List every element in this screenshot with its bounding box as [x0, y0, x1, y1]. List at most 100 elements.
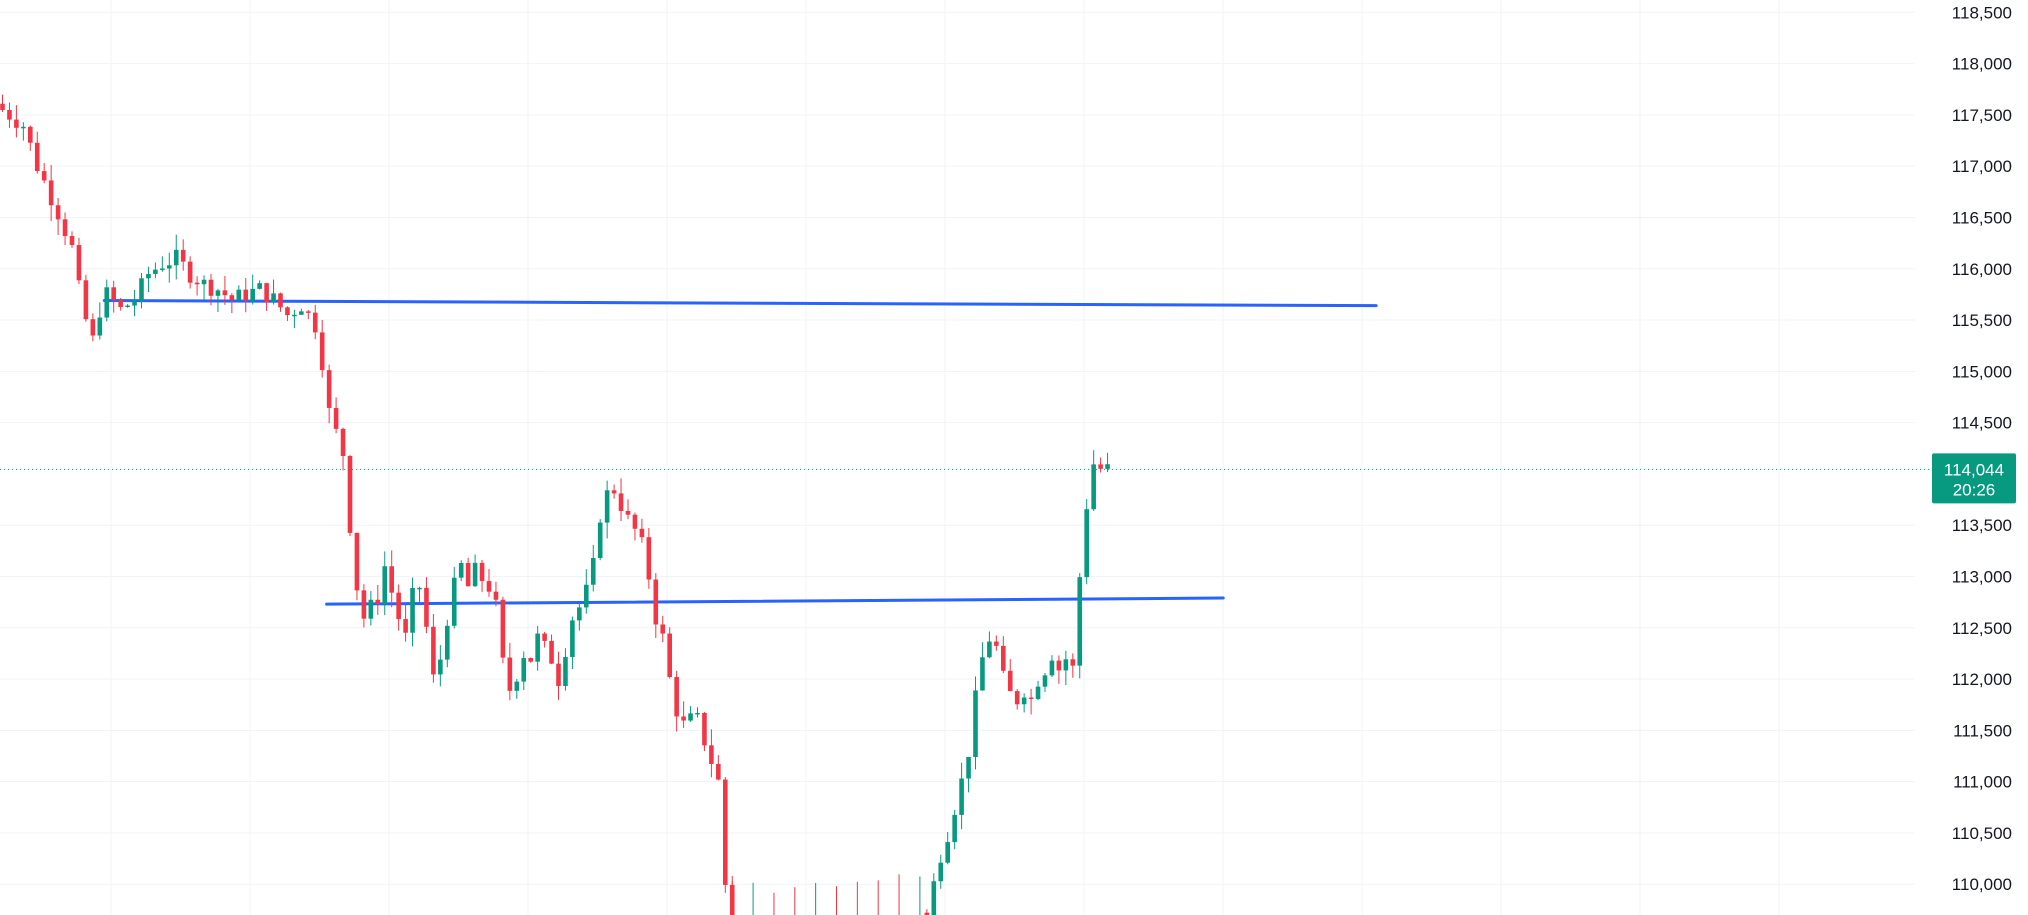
candle-up [987, 641, 992, 658]
candle-up [236, 289, 242, 301]
candle-up [973, 690, 978, 758]
candle-down [347, 455, 353, 533]
candle-down [431, 626, 436, 675]
price-tick-label: 113,500 [1952, 516, 2012, 535]
price-tick-label: 112,000 [1952, 670, 2012, 689]
candle-down [264, 283, 269, 303]
candle-up [514, 681, 520, 691]
candle-up [104, 287, 110, 318]
candle-down [1001, 645, 1006, 671]
candle-down [76, 245, 82, 281]
candle-up [1049, 660, 1055, 676]
price-tick-label: 116,000 [1952, 260, 2012, 279]
candle-up [160, 268, 165, 270]
candle-down [549, 640, 554, 664]
candle-down [479, 562, 485, 582]
candle-up [959, 778, 964, 815]
price-tick-label: 111,000 [1953, 773, 2012, 792]
price-tick-label: 117,500 [1952, 106, 2012, 125]
candle-up [299, 311, 304, 315]
candle-down [653, 579, 659, 625]
countdown-label: 20:26 [1953, 480, 1996, 499]
candle-up [1042, 675, 1048, 687]
candle-up [215, 290, 221, 296]
price-tick-label: 115,500 [1952, 311, 2012, 330]
candle-down [507, 657, 513, 691]
candle-up [438, 659, 443, 675]
candle-down [340, 428, 346, 456]
candle-up [125, 305, 130, 308]
candle-down [1014, 691, 1020, 705]
candle-down [556, 663, 561, 686]
price-tick-label: 117,000 [1952, 157, 2012, 176]
candle-up [1077, 577, 1083, 666]
candle-up [173, 249, 179, 266]
candle-down [319, 332, 325, 371]
candle-down [528, 658, 533, 662]
candle-down [994, 641, 999, 646]
price-tick-label: 110,500 [1952, 824, 2012, 843]
candle-down [924, 912, 930, 915]
candle-down [646, 537, 652, 580]
candle-up [604, 490, 610, 523]
candle-up [966, 757, 971, 779]
candle-down [674, 677, 679, 717]
price-tick-label: 115,000 [1952, 362, 2012, 381]
candle-up [292, 314, 297, 317]
price-tick-label: 116,500 [1952, 208, 2012, 227]
candle-up [563, 656, 568, 686]
candle-down [41, 171, 47, 181]
candle-down [639, 528, 645, 538]
candle-up [1105, 464, 1110, 469]
candle-up [21, 126, 26, 129]
candle-down [187, 261, 193, 283]
candle-down [83, 280, 89, 320]
candle-up [472, 562, 478, 587]
candle-up [368, 599, 374, 619]
candle-down [312, 312, 318, 333]
candle-up [980, 657, 985, 691]
candle-up [445, 625, 450, 660]
candle-down [618, 493, 624, 511]
candle-down [306, 311, 311, 313]
candle-up [458, 562, 464, 578]
candle-down [702, 712, 707, 746]
candle-down [709, 745, 714, 764]
candle-down [48, 180, 54, 206]
candle-down [28, 126, 33, 143]
candle-up [931, 881, 937, 915]
candle-down [285, 307, 290, 316]
candle-down [111, 287, 116, 301]
candle-up [584, 584, 589, 608]
price-tick-label: 114,500 [1952, 414, 2012, 433]
candles [0, 94, 1110, 915]
candle-up [146, 273, 151, 279]
candle-down [667, 633, 672, 678]
candle-down [500, 599, 506, 658]
candle-down [493, 591, 499, 600]
candle-up [451, 577, 457, 626]
candle-down [625, 510, 631, 515]
candle-up [945, 842, 950, 863]
candle-down [660, 624, 666, 634]
candle-up [521, 658, 527, 682]
candle-up [382, 566, 388, 605]
candle-down [1098, 464, 1103, 469]
candle-down [333, 407, 339, 429]
candle-down [403, 619, 408, 633]
candle-up [535, 633, 540, 662]
candle-up [153, 269, 158, 274]
candle-down [632, 514, 638, 529]
candle-down [14, 119, 19, 128]
candle-down [611, 490, 617, 494]
candle-down [681, 716, 686, 721]
price-tick-label: 113,000 [1952, 567, 2012, 586]
price-tick-label: 118,500 [1952, 3, 2012, 22]
candle-up [271, 293, 276, 303]
candle-down [354, 532, 360, 591]
candle-up [597, 522, 603, 558]
price-axis[interactable]: 118,500 118,000 117,500 117,000 116,500 116,0… [1952, 3, 2012, 894]
candle-up [1084, 509, 1089, 578]
